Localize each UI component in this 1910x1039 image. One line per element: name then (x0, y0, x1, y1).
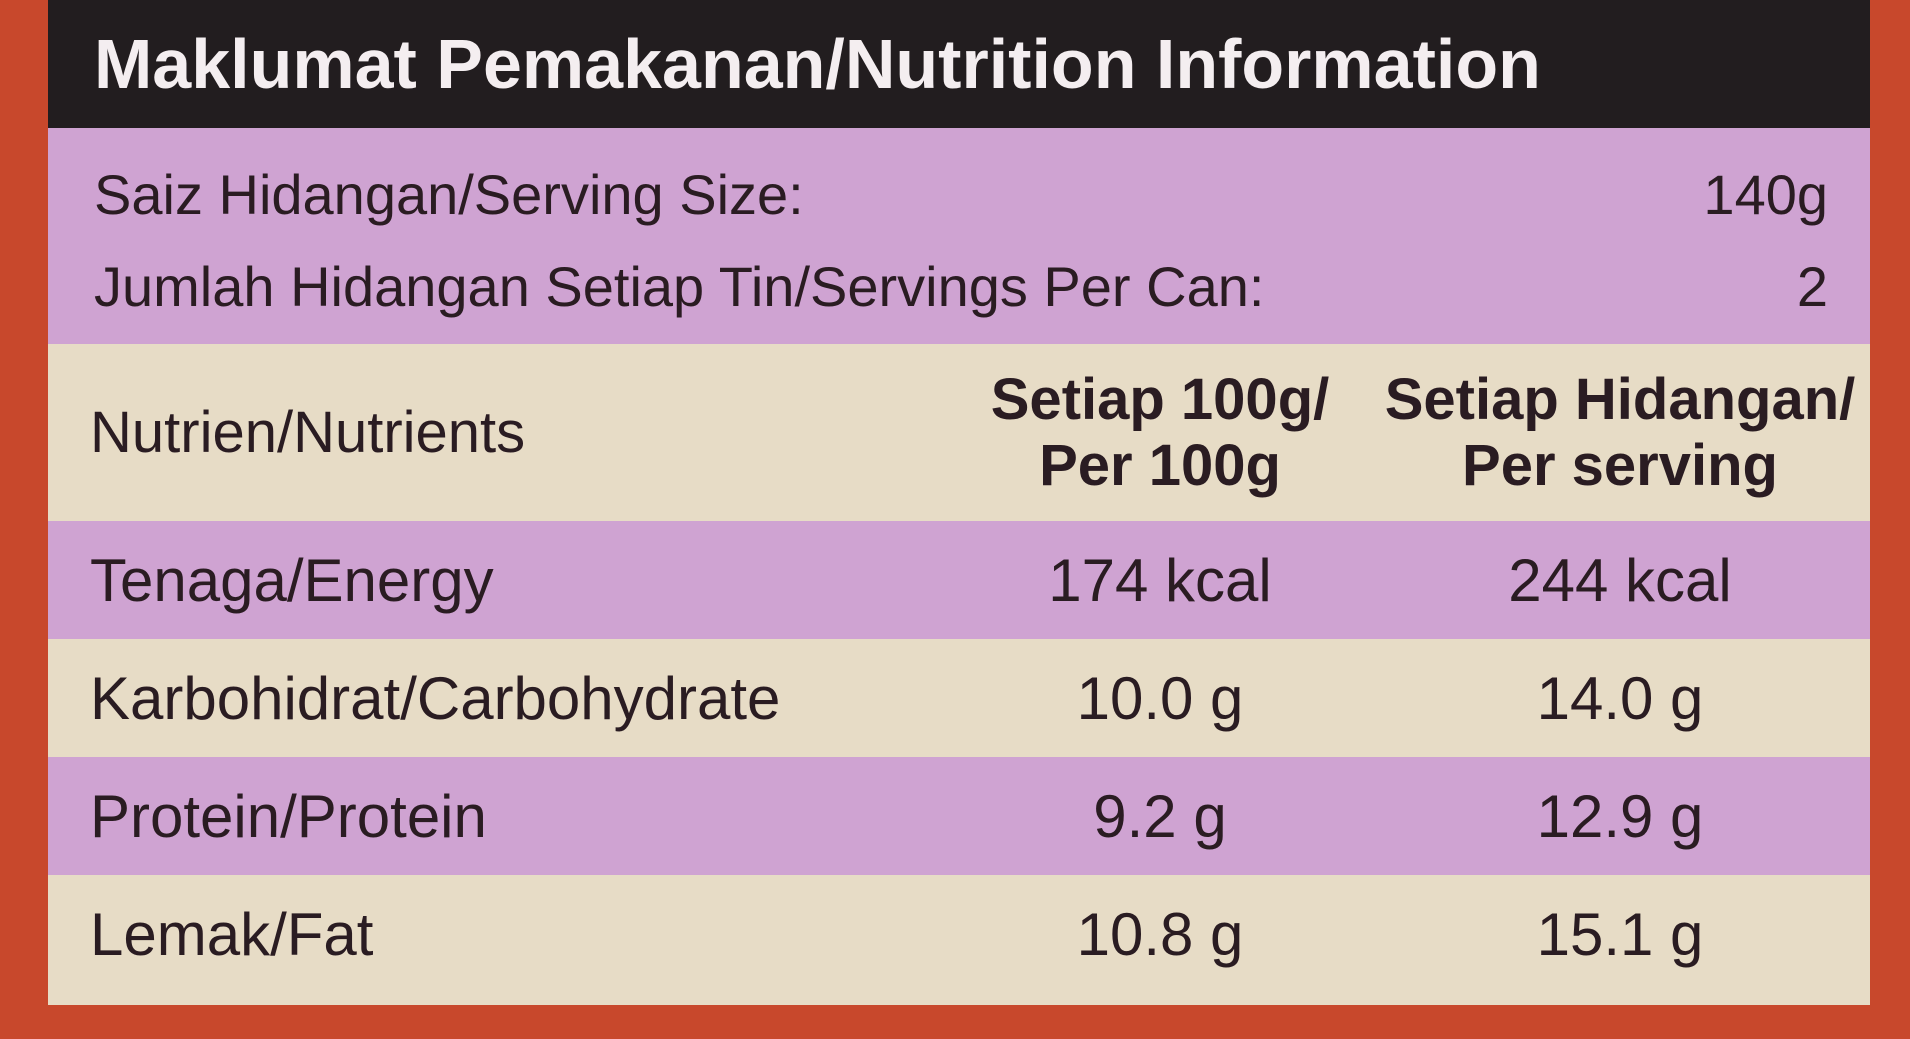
header-text: Nutrien/Nutrients (90, 400, 526, 465)
serving-row: Jumlah Hidangan Setiap Tin/Servings Per … (48, 240, 1870, 332)
serving-info: Saiz Hidangan/Serving Size: 140g Jumlah … (48, 128, 1870, 344)
title: Maklumat Pemakanan/Nutrition Information (48, 0, 1870, 128)
nutrient-value: 10.8 g (1076, 900, 1244, 968)
table-header: Nutrien/Nutrients Setiap 100g/Per 100g S… (48, 344, 1870, 521)
nutrient-value: 244 kcal (1508, 546, 1732, 614)
header-text: Per serving (1462, 432, 1778, 498)
serving-row: Saiz Hidangan/Serving Size: 140g (48, 148, 1870, 240)
table-row: Karbohidrat/Carbohydrate 10.0 g 14.0 g (48, 639, 1870, 757)
header-cell: Setiap Hidangan/Per serving (1370, 367, 1870, 499)
header-cell: Setiap 100g/Per 100g (950, 367, 1370, 499)
nutrient-value: 9.2 g (1093, 782, 1227, 850)
nutrient-value: 174 kcal (1048, 546, 1272, 614)
serving-label: Jumlah Hidangan Setiap Tin/Servings Per … (94, 254, 1265, 318)
table-row: Lemak/Fat 10.8 g 15.1 g (48, 875, 1870, 993)
nutrient-name: Tenaga/Energy (90, 546, 494, 614)
serving-label: Saiz Hidangan/Serving Size: (94, 162, 804, 226)
serving-value: 2 (1796, 254, 1828, 318)
table-row: Tenaga/Energy 174 kcal 244 kcal (48, 521, 1870, 639)
nutrient-name: Karbohidrat/Carbohydrate (90, 664, 781, 732)
nutrient-value: 15.1 g (1536, 900, 1704, 968)
nutrient-value: 10.0 g (1076, 664, 1244, 732)
nutrient-value: 12.9 g (1536, 782, 1704, 850)
header-text: Per 100g (1039, 432, 1281, 498)
header-cell: Nutrien/Nutrients (90, 399, 950, 466)
nutrient-value: 14.0 g (1536, 664, 1704, 732)
nutrition-label: Maklumat Pemakanan/Nutrition Information… (48, 0, 1870, 1005)
header-text: Setiap Hidangan/ (1384, 366, 1856, 432)
serving-value: 140g (1703, 162, 1828, 226)
nutrient-name: Lemak/Fat (90, 900, 374, 968)
table-row: Protein/Protein 9.2 g 12.9 g (48, 757, 1870, 875)
table-body: Tenaga/Energy 174 kcal 244 kcal Karbohidrat… (48, 521, 1870, 993)
nutrient-name: Protein/Protein (90, 782, 487, 850)
header-text: Setiap 100g/ (990, 366, 1330, 432)
